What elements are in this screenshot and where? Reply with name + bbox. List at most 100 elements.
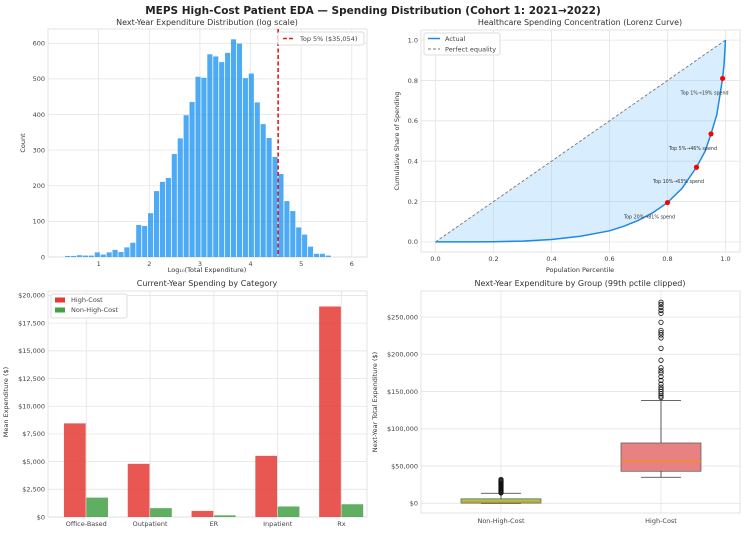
histogram-ytick-label: 600 [33, 40, 45, 48]
boxplot-xtick-label: High-Cost [645, 517, 677, 525]
outlier-point [658, 357, 664, 363]
box-high-cost [620, 299, 702, 478]
category-xtick-label: Inpatient [263, 520, 293, 528]
histogram-bar [260, 124, 266, 258]
histogram-bar [71, 255, 77, 257]
outlier-point [658, 386, 664, 392]
boxplot-xtick-label: Non-High-Cost [477, 517, 524, 525]
category-xtick-label: Outpatient [133, 520, 168, 528]
histogram-xtick-label: 4 [248, 260, 252, 268]
histogram-bar [236, 43, 243, 258]
histogram-bar [106, 252, 112, 257]
histogram-xtick-label: 1 [97, 260, 101, 268]
boxplot-ytick-label: $0 [410, 500, 418, 508]
histogram-bar [284, 201, 290, 257]
legend-label: High-Cost [71, 296, 103, 304]
bar-high-cost [63, 423, 86, 517]
histogram-xtick-label: 5 [299, 260, 303, 268]
histogram-xtick-label: 3 [198, 260, 202, 268]
histogram-bar [65, 255, 71, 257]
bar-non-high-cost [213, 515, 236, 517]
lorenz-annotation: Top 10%→63% spend [652, 179, 704, 185]
histogram-ytick-label: 500 [33, 75, 45, 83]
category-xtick-label: Office-Based [66, 520, 107, 528]
histogram-bar [189, 102, 195, 257]
lorenz-frame [420, 29, 741, 253]
category-ytick-label: $10,000 [18, 403, 45, 411]
lorenz-ytick-label: 1.0 [408, 36, 418, 44]
histogram-bar [148, 213, 154, 257]
equality-line [435, 39, 726, 243]
bar-high-cost [127, 463, 150, 517]
outlier-point [658, 335, 664, 341]
outlier-point [658, 319, 664, 325]
histogram-bar [159, 181, 166, 257]
bar-non-high-cost [86, 497, 109, 517]
histogram-bar [177, 138, 183, 257]
category-ytick-label: $5,000 [22, 458, 45, 466]
histogram-bar [201, 77, 207, 258]
lorenz-xtick-label: 0.2 [488, 255, 498, 263]
boxplot-ytick-label: $100,000 [387, 425, 418, 433]
lorenz-ytick-label: 0.6 [408, 117, 418, 125]
histogram-bar [219, 62, 225, 257]
lorenz-xtick-label: 0.6 [604, 255, 614, 263]
category-ytick-label: $0 [37, 513, 45, 521]
lorenz-xtick-label: 0.0 [430, 255, 440, 263]
histogram-bar [272, 156, 278, 257]
legend-label-equality: Perfect equality [445, 46, 496, 54]
histogram-bar [142, 226, 148, 257]
lorenz-marker [664, 199, 671, 206]
histogram-bar [242, 78, 248, 257]
outlier-point [658, 327, 664, 334]
iqr-box [620, 442, 702, 472]
histogram-bar [183, 115, 189, 258]
histogram-xlabel: Log₁₀(Total Expenditure) [168, 266, 246, 274]
histogram-bar [171, 154, 177, 257]
histogram-ytick-label: 200 [33, 182, 45, 190]
histogram-bar [302, 234, 308, 257]
lorenz-panel: Healthcare Spending Concentration (Loren… [393, 18, 741, 274]
histogram-bar [266, 138, 272, 257]
boxplot-ytick-label: $200,000 [387, 351, 418, 359]
boxplot-title: Next-Year Expenditure by Group (99th pct… [475, 279, 686, 288]
lorenz-ytick-label: 0.2 [408, 198, 418, 206]
outlier-point [658, 374, 664, 380]
boxplot-ytick-label: $50,000 [391, 462, 418, 470]
histogram-bar [290, 211, 296, 257]
bar-non-high-cost [341, 504, 364, 517]
category-bar-panel: Current-Year Spending by Category Mean E… [2, 279, 368, 528]
histogram-ytick-label: 300 [33, 146, 45, 154]
histogram-bar [100, 254, 106, 257]
histogram-bar [76, 255, 83, 257]
histogram-bar [296, 227, 302, 257]
category-ylabel: Mean Expenditure ($) [2, 367, 10, 437]
lorenz-annotation: Top 5%→46% spend [668, 146, 717, 152]
legend-box [277, 31, 365, 46]
category-title: Current-Year Spending by Category [137, 279, 278, 288]
lorenz-xtick-label: 0.4 [546, 255, 556, 263]
category-legend: High-Cost Non-High-Cost [50, 293, 128, 319]
histogram-bar [195, 76, 201, 257]
outlier-point [658, 330, 664, 336]
legend-box [423, 32, 501, 56]
legend-swatch [55, 307, 65, 313]
histogram-bar [254, 102, 260, 257]
category-ytick-label: $7,500 [22, 430, 45, 438]
outlier-point [658, 304, 664, 310]
histogram-xtick-label: 2 [147, 260, 151, 268]
histogram-bar [118, 252, 124, 257]
legend-swatch [55, 297, 65, 303]
histogram-ylabel: Count [19, 133, 27, 153]
lorenz-xtick-label: 1.0 [720, 255, 730, 263]
histogram-bar [88, 255, 94, 257]
boxplot-ytick-label: $250,000 [387, 313, 418, 321]
histogram-bar [313, 253, 320, 257]
iqr-box [460, 498, 542, 504]
lorenz-ylabel: Cumulative Share of Spending [393, 92, 401, 191]
lorenz-marker [720, 75, 726, 82]
legend-box [50, 293, 128, 319]
histogram-bar [207, 54, 213, 258]
histogram-bar [130, 242, 136, 257]
